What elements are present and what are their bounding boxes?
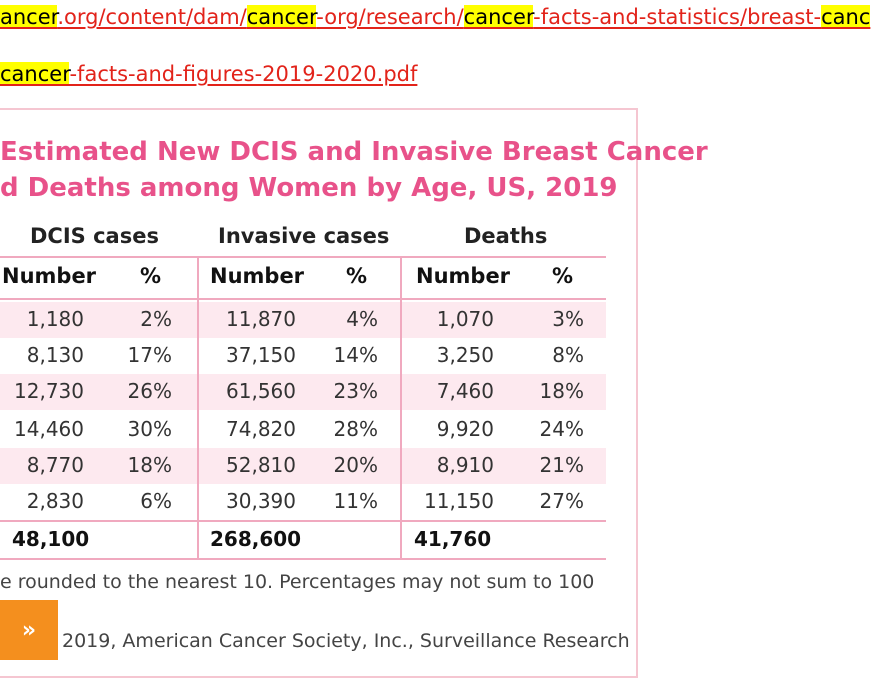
table-cell: 21% <box>539 453 584 477</box>
column-group-header: Deaths <box>464 224 548 248</box>
table-cell: 27% <box>539 489 584 513</box>
table-row <box>0 412 606 448</box>
header-rule <box>0 298 606 300</box>
table-cell: 11,150 <box>424 489 494 513</box>
search-highlight: canc <box>821 5 871 29</box>
table-cell: 2% <box>140 307 172 331</box>
table-cell: 28% <box>333 417 378 441</box>
column-separator <box>400 258 402 560</box>
table-cell: 24% <box>539 417 584 441</box>
url-segment: -facts-and-statistics/breast- <box>533 5 822 29</box>
table-cell: 8% <box>552 343 584 367</box>
table-cell: 26% <box>127 379 172 403</box>
table-cell: 37,150 <box>226 343 296 367</box>
table-cell: 23% <box>333 379 378 403</box>
column-header: % <box>140 264 162 288</box>
total-cell: 48,100 <box>12 527 90 551</box>
expand-button[interactable]: » <box>0 600 58 660</box>
column-separator <box>197 258 199 560</box>
table-cell: 6% <box>140 489 172 513</box>
column-header: % <box>552 264 574 288</box>
column-header: % <box>346 264 368 288</box>
total-cell: 41,760 <box>414 527 492 551</box>
table-cell: 30% <box>127 417 172 441</box>
table-cell: 9,920 <box>436 417 494 441</box>
column-group-header: DCIS cases <box>30 224 159 248</box>
table-cell: 30,390 <box>226 489 296 513</box>
header-rule <box>0 256 606 258</box>
url-segment: .org/content/dam/ <box>57 5 247 29</box>
search-highlight: cancer <box>0 62 70 86</box>
table-title: Estimated New DCIS and Invasive Breast C… <box>0 134 708 206</box>
table-cell: 4% <box>346 307 378 331</box>
column-header: Number <box>2 264 97 288</box>
table-cell: 14,460 <box>14 417 84 441</box>
source-url-line-1[interactable]: ancer.org/content/dam/cancer-org/researc… <box>0 5 871 29</box>
rounding-note: e rounded to the nearest 10. Percentages… <box>0 571 595 593</box>
table-cell: 18% <box>539 379 584 403</box>
table-cell: 3% <box>552 307 584 331</box>
source-url-line-2[interactable]: cancer-facts-and-figures-2019-2020.pdf <box>0 62 417 86</box>
total-cell: 268,600 <box>210 527 302 551</box>
table-cell: 1,180 <box>26 307 84 331</box>
table-cell: 8,130 <box>26 343 84 367</box>
table-cell: 17% <box>127 343 172 367</box>
table-cell: 14% <box>333 343 378 367</box>
table-cell: 20% <box>333 453 378 477</box>
url-segment: -facts-and-figures-2019-2020.pdf <box>69 62 418 86</box>
column-header: Number <box>416 264 511 288</box>
table-row <box>0 302 606 338</box>
table-cell: 12,730 <box>14 379 84 403</box>
total-rule <box>0 520 606 522</box>
table-cell: 11,870 <box>226 307 296 331</box>
table-row <box>0 448 606 484</box>
table-row <box>0 484 606 520</box>
table-cell: 18% <box>127 453 172 477</box>
search-highlight: cancer <box>463 5 534 29</box>
search-highlight: cancer <box>246 5 317 29</box>
table-row <box>0 374 606 410</box>
url-segment: -org/research/ <box>316 5 464 29</box>
table-cell: 11% <box>333 489 378 513</box>
table-row <box>0 338 606 374</box>
source-note: 2019, American Cancer Society, Inc., Sur… <box>62 630 630 652</box>
table-cell: 3,250 <box>436 343 494 367</box>
table-cell: 8,770 <box>26 453 84 477</box>
column-header: Number <box>210 264 305 288</box>
table-title-line-1: Estimated New DCIS and Invasive Breast C… <box>0 137 708 167</box>
table-cell: 8,910 <box>436 453 494 477</box>
table-cell: 1,070 <box>436 307 494 331</box>
table-cell: 74,820 <box>226 417 296 441</box>
column-group-header: Invasive cases <box>218 224 390 248</box>
table-cell: 52,810 <box>226 453 296 477</box>
table-title-line-2: d Deaths among Women by Age, US, 2019 <box>0 173 618 203</box>
search-highlight: ancer <box>0 5 58 29</box>
table-cell: 7,460 <box>436 379 494 403</box>
total-rule <box>0 558 606 560</box>
table-cell: 2,830 <box>26 489 84 513</box>
table-cell: 61,560 <box>226 379 296 403</box>
